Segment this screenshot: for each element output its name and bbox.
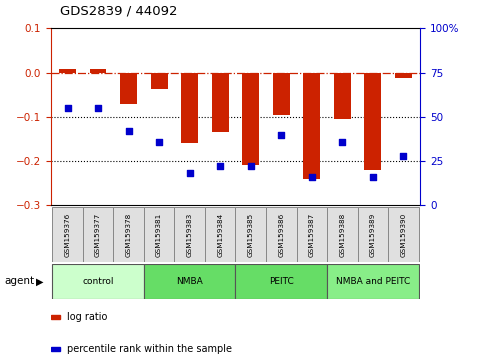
Bar [114,207,144,262]
Text: GSM159376: GSM159376 [65,212,71,257]
Bar [52,264,144,299]
Text: log ratio: log ratio [67,312,108,322]
Bar [83,207,114,262]
Point [216,164,224,169]
Text: NMBA and PEITC: NMBA and PEITC [336,277,410,286]
Text: GSM159385: GSM159385 [248,212,254,257]
Bar [273,73,290,115]
Bar [334,73,351,119]
Bar [327,207,357,262]
Bar [90,69,106,73]
Text: percentile rank within the sample: percentile rank within the sample [67,344,232,354]
Point [94,105,102,111]
Text: GSM159377: GSM159377 [95,212,101,257]
Bar [388,207,419,262]
Text: GSM159388: GSM159388 [340,212,345,257]
Point [125,128,132,134]
Text: GDS2839 / 44092: GDS2839 / 44092 [60,5,178,18]
Point [339,139,346,144]
Point [247,164,255,169]
Bar [51,315,60,319]
Bar [205,207,236,262]
Bar [327,264,419,299]
Bar [181,73,198,143]
Text: GSM159390: GSM159390 [400,212,406,257]
Bar [357,207,388,262]
Text: GSM159383: GSM159383 [186,212,193,257]
Text: GSM159378: GSM159378 [126,212,131,257]
Text: PEITC: PEITC [269,277,294,286]
Point [155,139,163,144]
Bar [120,73,137,104]
Bar [52,207,83,262]
Text: GSM159381: GSM159381 [156,212,162,257]
Bar [266,207,297,262]
Bar [51,347,60,351]
Bar [236,264,327,299]
Text: GSM159384: GSM159384 [217,212,223,257]
Bar [174,207,205,262]
Text: GSM159387: GSM159387 [309,212,315,257]
Text: agent: agent [5,276,35,286]
Bar [144,207,174,262]
Bar [303,73,320,179]
Bar [395,73,412,78]
Point [308,174,316,180]
Point [399,153,407,159]
Bar [242,73,259,166]
Bar [365,73,381,170]
Bar [212,73,228,132]
Bar [297,207,327,262]
Bar [59,69,76,73]
Point [64,105,71,111]
Bar [144,264,236,299]
Bar [236,207,266,262]
Text: NMBA: NMBA [176,277,203,286]
Point [369,174,377,180]
Point [186,171,194,176]
Text: GSM159386: GSM159386 [278,212,284,257]
Bar [151,73,168,90]
Text: ▶: ▶ [36,276,43,286]
Text: control: control [82,277,114,286]
Text: GSM159389: GSM159389 [370,212,376,257]
Point [277,132,285,137]
